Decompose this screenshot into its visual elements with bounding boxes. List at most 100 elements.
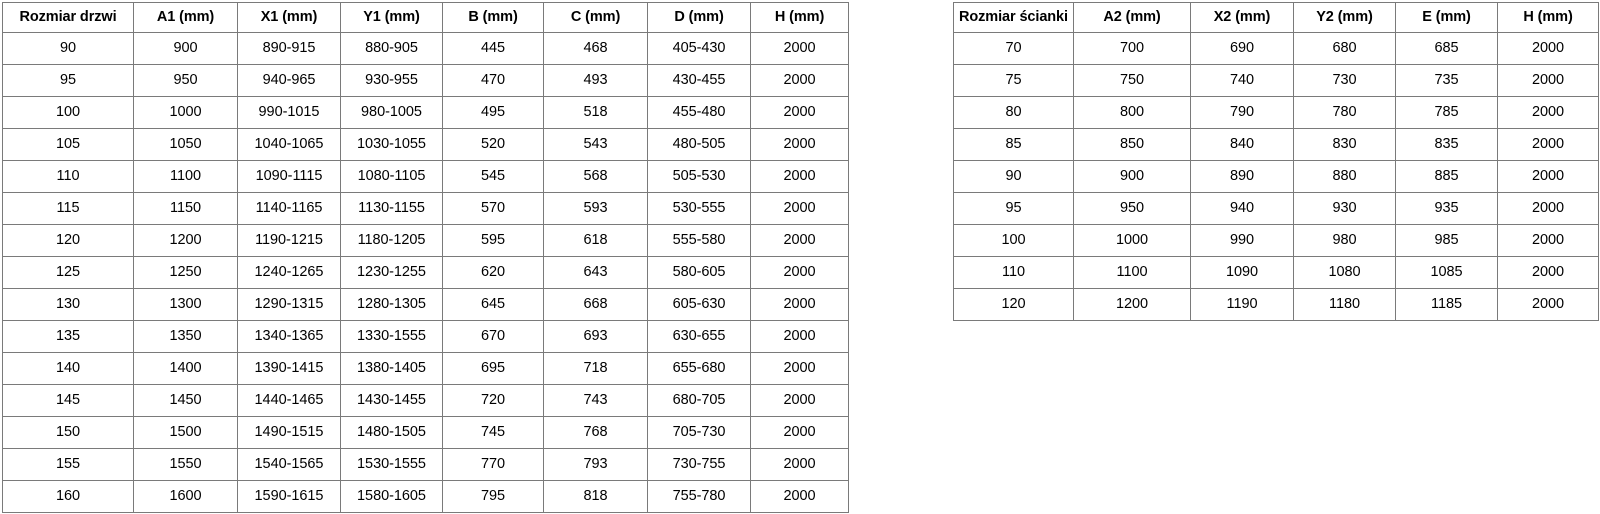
row-size-cell: 70 bbox=[953, 32, 1074, 65]
table-cell: 2000 bbox=[1497, 96, 1599, 129]
table-row: 70 700 690 680 685 2000 bbox=[953, 32, 1599, 65]
table-cell: 495 bbox=[442, 96, 544, 129]
table-row: 145 1450 1440-1465 1430-1455 720 743 680-705 20… bbox=[2, 384, 849, 417]
table-row: 120 1200 1190-1215 1180-1205 595 618 555-580 20… bbox=[2, 224, 849, 257]
row-size-cell: 85 bbox=[953, 128, 1074, 161]
table-cell: 735 bbox=[1395, 64, 1498, 97]
table-cell: 1080-1105 bbox=[340, 160, 443, 193]
table-cell: 1000 bbox=[1073, 224, 1191, 257]
table-row: 100 1000 990 980 985 2000 bbox=[953, 224, 1599, 257]
table-cell: 985 bbox=[1395, 224, 1498, 257]
table-cell: 2000 bbox=[1497, 32, 1599, 65]
table-cell: 2000 bbox=[1497, 192, 1599, 225]
row-size-cell: 140 bbox=[2, 352, 134, 385]
table-cell: 2000 bbox=[1497, 128, 1599, 161]
table-cell: 555-580 bbox=[647, 224, 751, 257]
table-cell: 1550 bbox=[133, 448, 238, 481]
column-header-5: H (mm) bbox=[1497, 2, 1599, 33]
table-cell: 900 bbox=[1073, 160, 1191, 193]
table-cell: 2000 bbox=[1497, 160, 1599, 193]
table-cell: 480-505 bbox=[647, 128, 751, 161]
table-cell: 1100 bbox=[133, 160, 238, 193]
table-cell: 705-730 bbox=[647, 416, 751, 449]
row-size-cell: 100 bbox=[2, 96, 134, 129]
table-cell: 1540-1565 bbox=[237, 448, 341, 481]
table-cell: 770 bbox=[442, 448, 544, 481]
row-size-cell: 80 bbox=[953, 96, 1074, 129]
row-size-cell: 95 bbox=[953, 192, 1074, 225]
table-cell: 1390-1415 bbox=[237, 352, 341, 385]
table-cell: 668 bbox=[543, 288, 648, 321]
table-cell: 880-905 bbox=[340, 32, 443, 65]
table-row: 90 900 890 880 885 2000 bbox=[953, 160, 1599, 193]
table-cell: 730 bbox=[1293, 64, 1396, 97]
table-cell: 900 bbox=[133, 32, 238, 65]
table-cell: 980-1005 bbox=[340, 96, 443, 129]
table-cell: 1085 bbox=[1395, 256, 1498, 289]
table-cell: 755-780 bbox=[647, 480, 751, 513]
row-size-cell: 75 bbox=[953, 64, 1074, 97]
table-header-row: Rozmiar ścianki A2 (mm) X2 (mm) Y2 (mm) E (m… bbox=[953, 2, 1599, 33]
table-cell: 1590-1615 bbox=[237, 480, 341, 513]
table-cell: 1380-1405 bbox=[340, 352, 443, 385]
column-header-3: Y2 (mm) bbox=[1293, 2, 1396, 33]
table-cell: 950 bbox=[133, 64, 238, 97]
table-row: 155 1550 1540-1565 1530-1555 770 793 730-755 20… bbox=[2, 448, 849, 481]
table-cell: 1180 bbox=[1293, 288, 1396, 321]
table-cell: 1150 bbox=[133, 192, 238, 225]
column-header-6: D (mm) bbox=[647, 2, 751, 33]
row-size-cell: 110 bbox=[2, 160, 134, 193]
table-cell: 1500 bbox=[133, 416, 238, 449]
table-cell: 2000 bbox=[750, 256, 849, 289]
column-header-7: H (mm) bbox=[750, 2, 849, 33]
table-cell: 1530-1555 bbox=[340, 448, 443, 481]
table-cell: 980 bbox=[1293, 224, 1396, 257]
column-header-1: A1 (mm) bbox=[133, 2, 238, 33]
column-header-1: A2 (mm) bbox=[1073, 2, 1191, 33]
table-cell: 818 bbox=[543, 480, 648, 513]
table-cell: 595 bbox=[442, 224, 544, 257]
table-cell: 935 bbox=[1395, 192, 1498, 225]
table-cell: 543 bbox=[543, 128, 648, 161]
table-cell: 2000 bbox=[1497, 224, 1599, 257]
table-cell: 670 bbox=[442, 320, 544, 353]
table-cell: 405-430 bbox=[647, 32, 751, 65]
table-row: 75 750 740 730 735 2000 bbox=[953, 64, 1599, 97]
row-size-cell: 90 bbox=[953, 160, 1074, 193]
table-cell: 468 bbox=[543, 32, 648, 65]
table-cell: 518 bbox=[543, 96, 648, 129]
column-header-0: Rozmiar ścianki bbox=[953, 2, 1074, 33]
table-cell: 1290-1315 bbox=[237, 288, 341, 321]
table-cell: 693 bbox=[543, 320, 648, 353]
door-dimensions-table: Rozmiar drzwi A1 (mm) X1 (mm) Y1 (mm) B (mm)… bbox=[2, 2, 849, 513]
table-cell: 1450 bbox=[133, 384, 238, 417]
table-cell: 835 bbox=[1395, 128, 1498, 161]
table-cell: 890 bbox=[1190, 160, 1294, 193]
table-cell: 1090-1115 bbox=[237, 160, 341, 193]
table-cell: 2000 bbox=[750, 416, 849, 449]
table-cell: 685 bbox=[1395, 32, 1498, 65]
table-cell: 1040-1065 bbox=[237, 128, 341, 161]
table-cell: 1230-1255 bbox=[340, 256, 443, 289]
table-cell: 2000 bbox=[750, 128, 849, 161]
table-cell: 493 bbox=[543, 64, 648, 97]
table-cell: 1440-1465 bbox=[237, 384, 341, 417]
table-cell: 768 bbox=[543, 416, 648, 449]
table-cell: 780 bbox=[1293, 96, 1396, 129]
table-cell: 2000 bbox=[1497, 64, 1599, 97]
door-table-header: Rozmiar drzwi A1 (mm) X1 (mm) Y1 (mm) B (mm)… bbox=[2, 2, 849, 33]
table-row: 85 850 840 830 835 2000 bbox=[953, 128, 1599, 161]
table-cell: 680 bbox=[1293, 32, 1396, 65]
column-header-5: C (mm) bbox=[543, 2, 648, 33]
table-cell: 2000 bbox=[1497, 256, 1599, 289]
table-row: 80 800 790 780 785 2000 bbox=[953, 96, 1599, 129]
table-row: 95 950 940 930 935 2000 bbox=[953, 192, 1599, 225]
table-cell: 1140-1165 bbox=[237, 192, 341, 225]
table-cell: 1430-1455 bbox=[340, 384, 443, 417]
table-cell: 1300 bbox=[133, 288, 238, 321]
table-cell: 1280-1305 bbox=[340, 288, 443, 321]
row-size-cell: 115 bbox=[2, 192, 134, 225]
table-cell: 1250 bbox=[133, 256, 238, 289]
table-cell: 1050 bbox=[133, 128, 238, 161]
